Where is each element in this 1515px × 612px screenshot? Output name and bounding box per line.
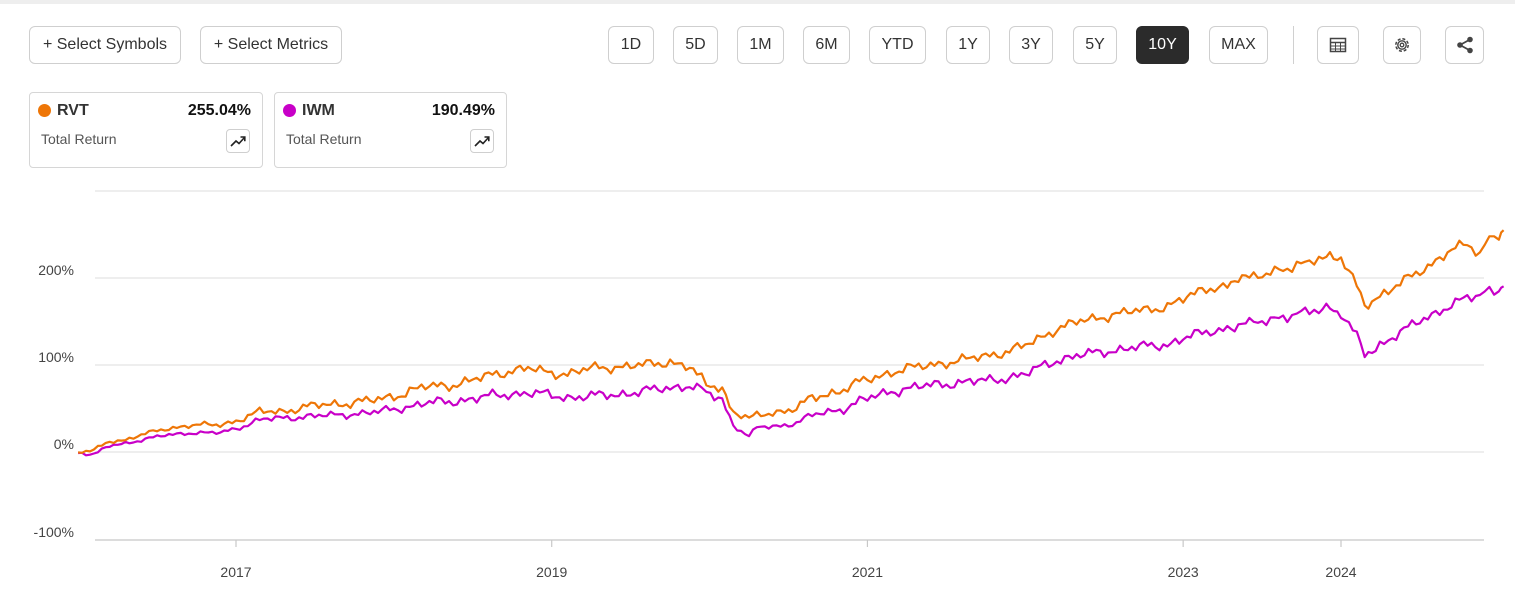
y-tick-label: 200% [38,262,74,278]
settings-button[interactable] [1383,26,1421,64]
share-icon [1456,36,1473,54]
period-button-ytd[interactable]: YTD [869,26,926,64]
select-metrics-button[interactable]: + Select Metrics [200,26,342,64]
period-button-1d[interactable]: 1D [608,26,654,64]
period-button-6m[interactable]: 6M [803,26,850,64]
series-line-iwm [78,285,1505,457]
period-button-5d[interactable]: 5D [673,26,718,64]
x-tick-label: 2017 [220,564,251,580]
series-line-rvt [77,229,1505,454]
table-view-button[interactable] [1317,26,1359,64]
y-tick-label: -100% [34,524,74,540]
x-tick-label: 2023 [1168,564,1199,580]
legend-value: 255.04% [187,102,251,119]
x-tick-label: 2019 [536,564,567,580]
period-button-1y[interactable]: 1Y [946,26,990,64]
trend-up-icon [474,136,490,147]
period-button-10y[interactable]: 10Y [1136,26,1189,64]
top-strip [0,0,1515,4]
select-symbols-button[interactable]: + Select Symbols [29,26,181,64]
y-tick-label: 100% [38,349,74,365]
gear-icon [1395,38,1409,52]
legend-card-rvt[interactable]: RVT 255.04% Total Return [29,92,263,168]
legend-value: 190.49% [431,102,495,119]
period-button-3y[interactable]: 3Y [1009,26,1053,64]
chart-type-button[interactable] [470,129,494,153]
table-icon [1329,37,1347,53]
x-tick-label: 2021 [852,564,883,580]
share-button[interactable] [1445,26,1484,64]
rvt-color-dot [38,104,51,117]
period-button-1m[interactable]: 1M [737,26,784,64]
trend-up-icon [230,136,246,147]
chart-type-button[interactable] [226,129,250,153]
legend-card-iwm[interactable]: IWM 190.49% Total Return [274,92,507,168]
period-button-max[interactable]: MAX [1209,26,1268,64]
x-tick-label: 2024 [1325,564,1356,580]
y-tick-label: 0% [54,436,74,452]
period-button-5y[interactable]: 5Y [1073,26,1117,64]
legend-symbol: IWM [302,102,335,119]
legend-metric: Total Return [41,131,117,147]
legend-symbol: RVT [57,102,89,119]
toolbar-divider [1293,26,1294,64]
iwm-color-dot [283,104,296,117]
legend-metric: Total Return [286,131,362,147]
